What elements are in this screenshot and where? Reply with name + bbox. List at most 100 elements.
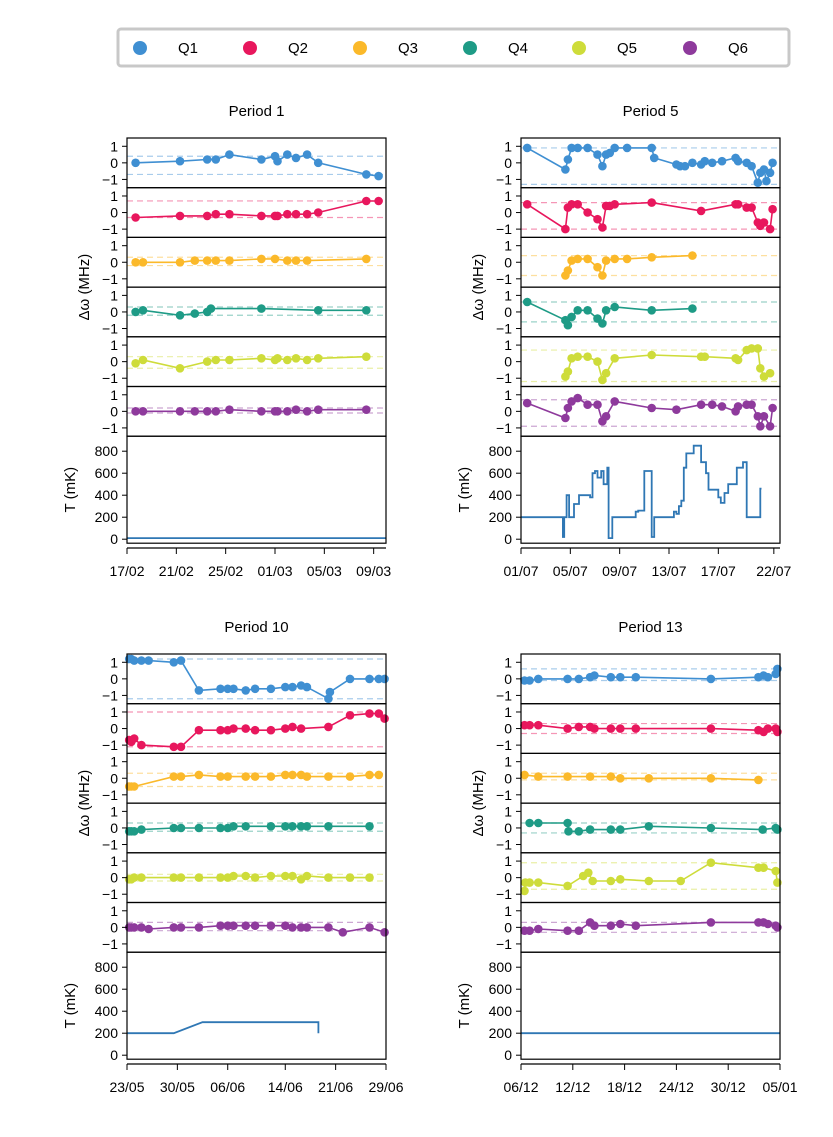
data-point-q3: [374, 770, 384, 780]
data-point-q6: [756, 422, 765, 431]
data-point-q6: [380, 928, 389, 937]
x-tick-label: 05/07: [553, 563, 588, 579]
y-tick-label: 0: [110, 870, 118, 886]
data-point-q4: [194, 823, 204, 833]
data-point-q2: [216, 725, 225, 735]
y-tick-label: 1: [504, 238, 512, 254]
data-point-q6: [647, 403, 656, 413]
data-point-q5: [169, 873, 179, 882]
data-point-q5: [250, 873, 260, 882]
y-tick-label: 400: [95, 1003, 119, 1019]
x-tick-label: 29/06: [368, 1079, 403, 1095]
data-point-q3: [190, 256, 200, 265]
data-point-q5: [700, 352, 710, 362]
data-point-q6: [137, 923, 146, 932]
data-point-q3: [223, 772, 232, 781]
y-tick-label: 0: [504, 205, 512, 221]
x-tick-label: 21/06: [318, 1079, 353, 1095]
temperature-line: [127, 1021, 320, 1035]
y-tick-label: 0: [110, 671, 118, 687]
y-tick-label: 0: [504, 820, 512, 836]
temp-axis-label: T (mK): [62, 467, 79, 513]
y-tick-label: 0: [110, 403, 118, 419]
panel-period-5: Period 510−110−110−110−110−110−1Δω (MHz)…: [456, 103, 792, 579]
data-point-q5: [733, 355, 743, 365]
data-point-q4: [313, 306, 323, 315]
data-point-q3: [324, 772, 333, 781]
y-tick-label: −1: [102, 221, 118, 237]
data-point-q5: [175, 364, 185, 373]
y-tick-label: 1: [110, 287, 118, 303]
data-point-q3: [270, 254, 280, 264]
data-point-q1: [144, 656, 153, 665]
y-tick-label: 800: [489, 443, 513, 459]
y-tick-label: 0: [110, 354, 118, 370]
data-point-q2: [202, 211, 212, 221]
data-point-q6: [707, 400, 717, 410]
data-point-q5: [584, 868, 593, 877]
data-point-q2: [362, 196, 371, 206]
data-point-q5: [266, 871, 276, 881]
data-point-q3: [534, 772, 543, 781]
data-point-q1: [688, 158, 697, 168]
y-tick-label: 800: [489, 959, 513, 975]
data-point-q1: [622, 143, 632, 153]
data-point-q1: [175, 156, 185, 166]
y-tick-label: 800: [95, 959, 119, 975]
data-point-q6: [574, 926, 584, 935]
legend-label-q4: Q4: [508, 40, 528, 57]
subplot-frame: [126, 286, 387, 338]
data-point-q1: [616, 672, 625, 682]
data-point-q1: [647, 143, 656, 153]
data-point-q5: [765, 368, 775, 378]
panel-period-1: Period 110−110−110−110−110−110−1Δω (MHz)…: [62, 103, 391, 579]
data-point-q2: [313, 208, 323, 217]
data-point-q1: [325, 687, 335, 697]
subplot-frame: [520, 236, 781, 288]
data-point-q4: [585, 825, 595, 834]
data-point-q3: [606, 772, 616, 781]
data-point-q3: [688, 251, 697, 260]
data-point-q5: [291, 354, 301, 363]
data-point-q5: [647, 350, 656, 360]
data-point-q6: [601, 412, 611, 421]
subplot-frame: [126, 336, 387, 388]
legend-label-q1: Q1: [178, 40, 198, 57]
subplot-q6: 10−1: [102, 385, 387, 437]
data-point-q6: [241, 921, 250, 930]
data-point-q5: [302, 355, 312, 365]
data-point-q4: [563, 320, 573, 330]
chart-panels: Period 110−110−110−110−110−110−1Δω (MHz)…: [62, 103, 798, 1095]
subplot-frame: [126, 137, 387, 189]
data-point-q4: [601, 306, 611, 315]
data-point-q5: [563, 881, 572, 891]
data-point-q4: [131, 307, 140, 317]
y-tick-label: 200: [489, 1025, 513, 1041]
y-tick-label: 1: [110, 754, 118, 770]
data-point-q6: [616, 919, 625, 929]
data-point-q5: [302, 871, 312, 881]
data-point-q3: [754, 775, 763, 785]
data-point-q1: [176, 656, 186, 665]
subplot-q2: 10−1: [102, 187, 387, 238]
data-point-q2: [606, 724, 616, 733]
data-point-q3: [593, 262, 602, 272]
data-point-q2: [365, 709, 374, 718]
data-point-q3: [225, 256, 234, 265]
data-point-q3: [250, 772, 260, 781]
data-point-q5: [520, 886, 529, 896]
data-point-q2: [273, 211, 282, 221]
y-tick-label: 1: [110, 853, 118, 869]
data-point-q6: [717, 402, 727, 411]
data-point-q2: [567, 200, 576, 209]
data-point-q3: [598, 271, 607, 280]
subplot-q6: 10−1: [102, 901, 389, 953]
y-tick-label: 1: [110, 337, 118, 353]
y-tick-label: −1: [496, 787, 512, 803]
data-point-q2: [616, 724, 625, 733]
y-tick-label: −1: [102, 271, 118, 287]
data-point-q2: [574, 722, 584, 732]
data-point-q1: [374, 171, 383, 181]
subplot-temperature: 0 200 400 600 800: [489, 951, 781, 1063]
data-point-q6: [291, 405, 301, 415]
